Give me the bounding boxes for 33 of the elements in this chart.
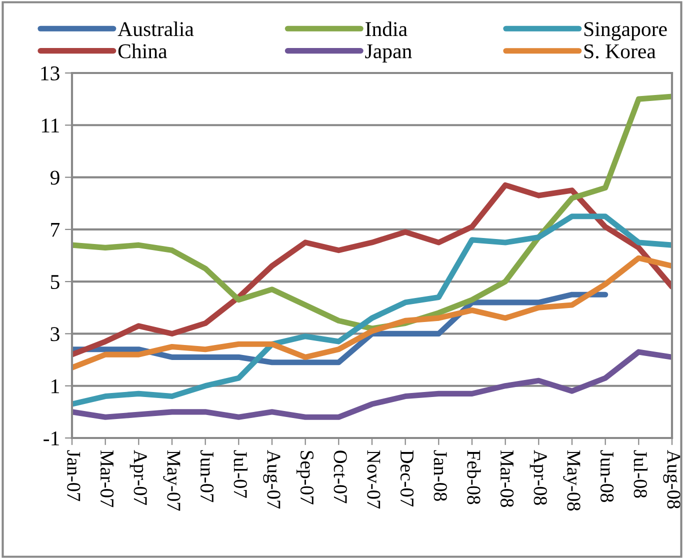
x-tick-label: Nov-07 xyxy=(367,450,380,509)
x-tick-label: Apr-08 xyxy=(530,450,547,505)
y-tick-label: -1 xyxy=(44,431,59,446)
x-tick-label: Aug-08 xyxy=(663,450,680,508)
x-tick-label: Mar-07 xyxy=(100,450,114,508)
x-tick-label: Feb-08 xyxy=(467,450,481,504)
legend-label: Australia xyxy=(118,21,194,36)
y-tick-label: 11 xyxy=(42,118,59,132)
x-tick-label: May-08 xyxy=(563,450,580,511)
x-tick-label: Jul-07 xyxy=(234,450,248,498)
x-tick-label: Jul-08 xyxy=(634,450,648,498)
legend-label: Japan xyxy=(365,44,412,63)
y-tick-label: 13 xyxy=(41,66,60,80)
x-tick-label: Sep-07 xyxy=(296,451,314,504)
x-tick-label: May-07 xyxy=(163,450,180,511)
x-tick-label: Oct-07 xyxy=(334,450,347,504)
y-tick-label: 7 xyxy=(51,223,60,237)
y-tick-label: 5 xyxy=(50,275,60,290)
legend-label: S. Korea xyxy=(584,44,656,58)
legend-label: India xyxy=(366,21,408,36)
x-tick-label: Jun-08 xyxy=(600,450,614,502)
legend-label: China xyxy=(118,44,168,58)
x-tick-label: Jan-08 xyxy=(434,450,447,501)
x-tick-label: Dec-07 xyxy=(400,450,414,506)
x-tick-label: Aug-07 xyxy=(263,450,280,509)
x-tick-label: Jan-07 xyxy=(67,450,80,502)
y-tick-label: 9 xyxy=(50,170,60,185)
x-tick-label: Jun-07 xyxy=(200,450,214,502)
y-tick-label: 1 xyxy=(52,379,59,394)
y-tick-label: 3 xyxy=(50,327,60,342)
x-tick-label: Mar-08 xyxy=(500,450,514,507)
legend-label: Singapore xyxy=(584,22,667,40)
x-tick-label: Apr-07 xyxy=(130,450,147,506)
